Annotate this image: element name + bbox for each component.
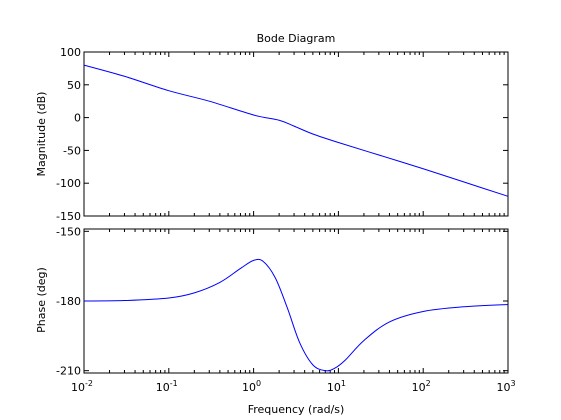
magnitude-axes: 100 50 0 -50 -100 -150 — [56, 46, 509, 223]
magnitude-y-tick-label: 50 — [67, 79, 81, 92]
magnitude-y-tick-label: 0 — [74, 112, 81, 125]
chart-title: Bode Diagram — [257, 32, 336, 45]
phase-y-tick-label: -180 — [56, 295, 81, 308]
magnitude-y-label: Magnitude (dB) — [35, 92, 48, 177]
phase-series-line — [83, 258, 509, 372]
x-axis-label: Frequency (rad/s) — [248, 403, 345, 416]
magnitude-y-tick-label: -50 — [63, 144, 81, 157]
phase-y-tick-label: -210 — [56, 365, 81, 378]
x-tick-label: 100 — [242, 379, 261, 394]
magnitude-y-tick-label: 100 — [60, 46, 81, 59]
phase-y-label: Phase (deg) — [35, 267, 48, 333]
phase-y-tick-label: -150 — [56, 225, 81, 238]
x-tick-label: 101 — [327, 379, 346, 394]
magnitude-axes-box — [83, 51, 509, 217]
magnitude-y-tick-label: -150 — [56, 210, 81, 223]
x-tick-label: 102 — [412, 379, 431, 394]
magnitude-series-line — [83, 64, 509, 197]
x-tick-label: 10-2 — [71, 379, 93, 394]
x-tick-label: 10-1 — [156, 379, 178, 394]
magnitude-y-tick-label: -100 — [56, 177, 81, 190]
x-tick-label: 103 — [496, 379, 515, 394]
phase-axes-box — [83, 228, 509, 374]
